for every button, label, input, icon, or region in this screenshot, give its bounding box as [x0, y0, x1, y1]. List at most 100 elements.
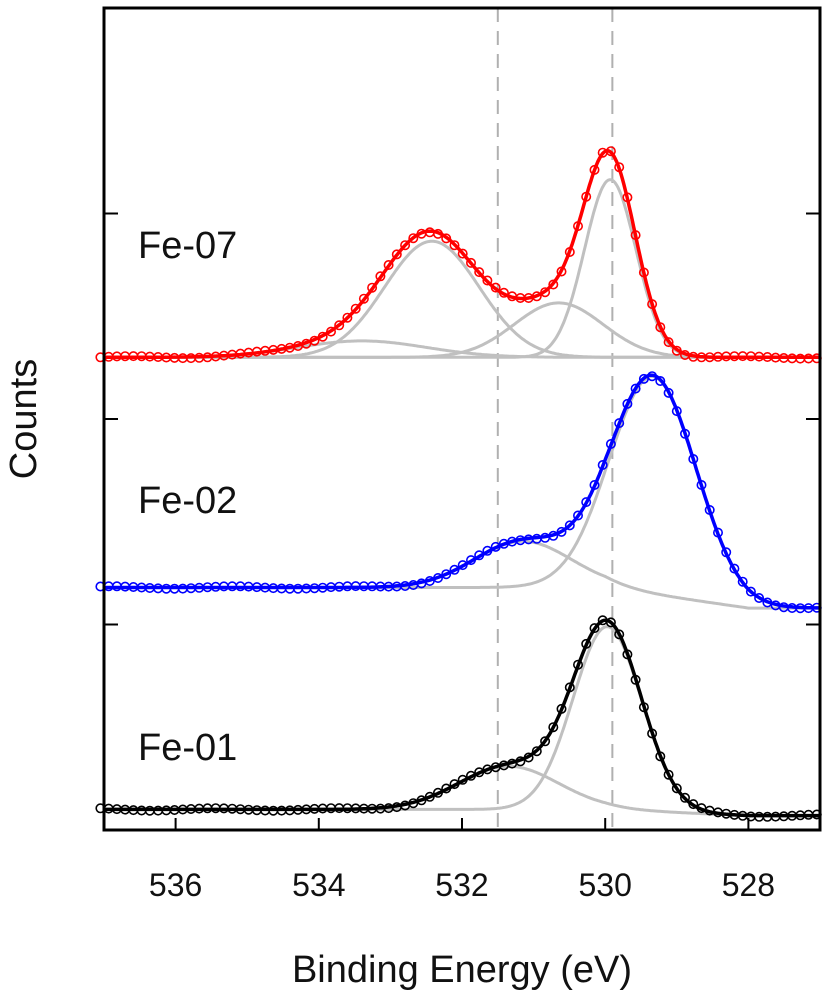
- data-point: [754, 592, 765, 603]
- data-point: [465, 257, 476, 268]
- data-point: [737, 576, 748, 587]
- data-point: [391, 249, 402, 260]
- data-point: [465, 770, 476, 781]
- data-point: [581, 638, 592, 649]
- data-point: [556, 526, 567, 537]
- component-peak-1: [104, 625, 820, 818]
- data-point: [548, 530, 559, 541]
- data-point: [432, 228, 443, 239]
- data-point: [465, 555, 476, 566]
- fit-envelope: [104, 373, 820, 610]
- component-peak-2: [104, 301, 820, 359]
- data-point: [556, 266, 567, 277]
- data-point: [515, 756, 526, 767]
- data-point: [663, 387, 674, 398]
- data-point: [696, 479, 707, 490]
- x-axis-label: Binding Energy (eV): [292, 949, 632, 991]
- data-point: [531, 291, 542, 302]
- data-point: [482, 545, 493, 556]
- data-point: [614, 162, 625, 173]
- data-point: [441, 569, 452, 580]
- data-point: [655, 322, 666, 333]
- data-point: [408, 233, 419, 244]
- data-point: [630, 230, 641, 241]
- data-point: [622, 192, 633, 203]
- data-point: [622, 398, 633, 409]
- data-point: [498, 287, 509, 298]
- data-point: [424, 791, 435, 802]
- data-point: [655, 751, 666, 762]
- data-point: [564, 247, 575, 258]
- data-point: [441, 233, 452, 244]
- x-tick-label-532: 532: [435, 867, 488, 903]
- data-point: [531, 746, 542, 757]
- data-point: [614, 629, 625, 640]
- data-point: [729, 563, 740, 574]
- data-point: [358, 293, 369, 304]
- data-point: [679, 428, 690, 439]
- data-point: [432, 787, 443, 798]
- data-point: [745, 586, 756, 597]
- data-point: [432, 572, 443, 583]
- x-tick-label-528: 528: [722, 867, 775, 903]
- data-point: [474, 267, 485, 278]
- data-point: [523, 752, 534, 763]
- fit-envelope: [104, 618, 820, 818]
- data-point: [342, 312, 353, 323]
- data-point: [482, 275, 493, 286]
- data-point: [622, 649, 633, 660]
- data-point: [367, 282, 378, 293]
- data-point: [647, 299, 658, 310]
- data-point: [564, 682, 575, 693]
- data-point: [605, 146, 616, 157]
- data-point: [663, 769, 674, 780]
- data-point: [424, 575, 435, 586]
- data-point: [605, 438, 616, 449]
- data-point: [647, 728, 658, 739]
- x-tick-label-530: 530: [579, 867, 632, 903]
- data-point: [416, 795, 427, 806]
- data-point: [400, 240, 411, 251]
- data-point: [704, 504, 715, 515]
- series-layer: [95, 146, 822, 822]
- data-point: [671, 406, 682, 417]
- series-label-fe-01: Fe-01: [138, 727, 237, 769]
- data-point: [589, 623, 600, 634]
- data-point: [317, 331, 328, 342]
- data-point: [572, 510, 583, 521]
- data-point: [540, 736, 551, 747]
- data-point: [614, 418, 625, 429]
- data-point: [572, 659, 583, 670]
- data-point: [449, 564, 460, 575]
- data-point: [325, 326, 336, 337]
- data-point: [540, 287, 551, 298]
- x-tick-label-534: 534: [292, 867, 345, 903]
- data-point: [597, 459, 608, 470]
- component-peak-0: [104, 539, 820, 610]
- data-point: [679, 792, 690, 803]
- data-point: [309, 335, 320, 346]
- component-peak-3: [104, 178, 820, 359]
- data-point: [457, 248, 468, 259]
- data-point: [605, 617, 616, 628]
- data-point: [548, 722, 559, 733]
- data-point: [671, 345, 682, 356]
- fit-envelope: [104, 149, 820, 360]
- data-point: [474, 550, 485, 561]
- data-point: [564, 520, 575, 531]
- data-point: [441, 783, 452, 794]
- data-point: [647, 371, 658, 382]
- data-point: [638, 702, 649, 713]
- series-fe02: [95, 371, 822, 614]
- data-point: [490, 282, 501, 293]
- data-point: [655, 375, 666, 386]
- data-point: [556, 703, 567, 714]
- data-point: [457, 774, 468, 785]
- reference-lines: [496, 8, 614, 830]
- data-point: [301, 338, 312, 349]
- series-label-fe-07: Fe-07: [138, 225, 237, 267]
- data-point: [581, 191, 592, 202]
- data-point: [449, 779, 460, 790]
- data-point: [630, 674, 641, 685]
- plot-frame: [102, 6, 822, 832]
